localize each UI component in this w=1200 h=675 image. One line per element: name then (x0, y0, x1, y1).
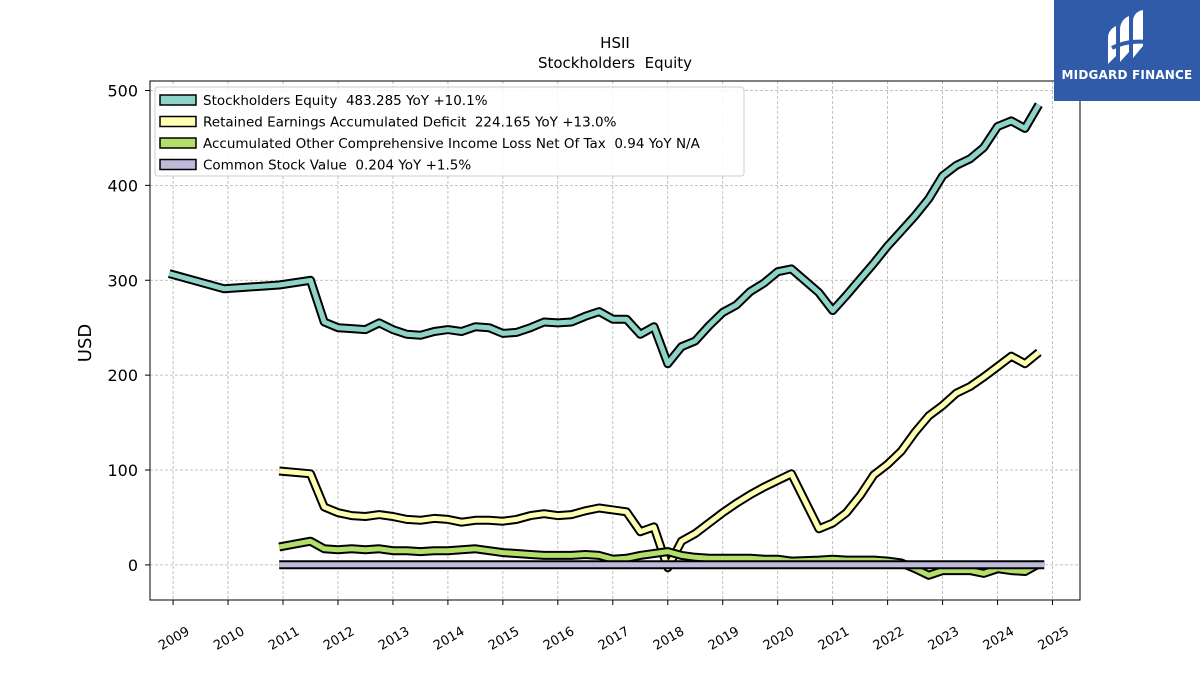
midgard-logo-icon (1108, 10, 1149, 64)
legend: Stockholders Equity 483.285 YoY +10.1% Re… (154, 86, 745, 177)
y-tick-label: 400 (107, 176, 138, 195)
y-tick-label: 200 (107, 366, 138, 385)
legend-label: Accumulated Other Comprehensive Income L… (203, 136, 701, 152)
logo-text: MIDGARD FINANCE (1061, 68, 1193, 82)
series-2 (278, 536, 1041, 580)
series-line (278, 350, 1041, 571)
y-tick-label: 0 (128, 556, 138, 575)
series-0 (168, 102, 1043, 369)
y-tick-label: 100 (107, 461, 138, 480)
series-layer (168, 102, 1045, 580)
plot-frame (149, 80, 1081, 601)
y-tick-layer: 0 100 200 300 400 500 (107, 81, 150, 575)
series-line (168, 103, 1041, 367)
legend-swatch (159, 94, 197, 106)
y-tick-label: 300 (107, 271, 138, 290)
legend-label: Retained Earnings Accumulated Deficit 22… (203, 115, 617, 131)
chart-subtitle: Stockholders Equity (538, 54, 692, 72)
series-1 (278, 348, 1042, 573)
y-tick-label: 500 (107, 81, 138, 100)
legend-box (154, 86, 745, 177)
series-line (278, 538, 1041, 578)
legend-swatch (159, 137, 197, 149)
legend-label: Common Stock Value 0.204 YoY +1.5% (203, 158, 471, 174)
legend-swatch (159, 158, 197, 171)
chart-title: HSII (600, 34, 630, 52)
legend-label: Stockholders Equity 483.285 YoY +10.1% (203, 93, 488, 109)
legend-swatch (159, 115, 197, 128)
y-axis-label: USD (75, 324, 96, 362)
midgard-finance-logo: MIDGARD FINANCE (1054, 0, 1200, 101)
